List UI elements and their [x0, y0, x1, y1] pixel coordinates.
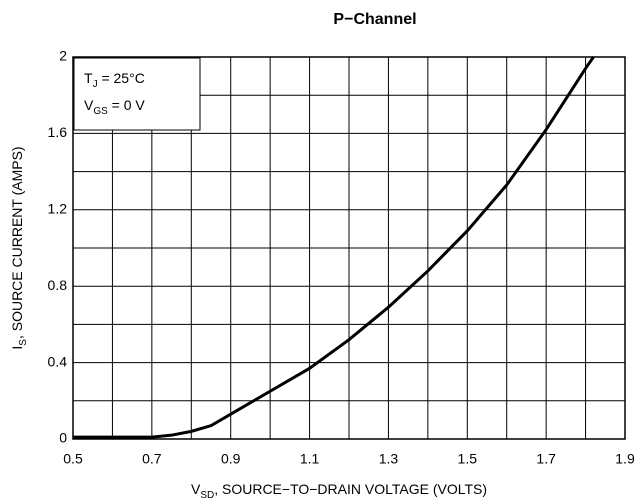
- annotation-part: = 0 V: [108, 97, 146, 113]
- y-tick-label: 0.4: [48, 353, 68, 369]
- x-tick-label: 1.1: [300, 451, 320, 467]
- annotation: TJ = 25°C: [84, 70, 145, 90]
- annotation-part: GS: [93, 106, 108, 117]
- plot-frame: [72, 56, 626, 440]
- annotation-part: V: [84, 97, 94, 113]
- x-axis-label-part: SD: [200, 490, 214, 501]
- y-axis-label: IS, SOURCE CURRENT (AMPS): [9, 146, 29, 349]
- x-axis-label-part: , SOURCE−TO−DRAIN VOLTAGE (VOLTS): [214, 481, 487, 497]
- x-axis-label-part: V: [191, 481, 201, 497]
- annotation-box: [73, 57, 201, 131]
- y-axis-label-part: S: [18, 339, 29, 346]
- y-axis-label-part: I: [9, 346, 25, 350]
- y-tick-label: 1.6: [48, 124, 68, 140]
- chart-title: P−Channel: [333, 11, 416, 28]
- x-tick-label: 1.9: [615, 451, 634, 467]
- annotation-part: T: [84, 70, 93, 86]
- x-tick-label: 1.7: [536, 451, 556, 467]
- x-tick-label: 1.5: [458, 451, 478, 467]
- y-tick-label: 0.8: [48, 277, 68, 293]
- y-tick-label: 1.2: [48, 201, 68, 217]
- annotation-part: J: [93, 79, 98, 90]
- x-tick-label: 0.5: [63, 451, 83, 467]
- annotation-part: = 25°C: [98, 70, 145, 86]
- x-tick-label: 0.7: [142, 451, 162, 467]
- x-tick-label: 1.3: [379, 451, 399, 467]
- x-tick-label: 0.9: [221, 451, 241, 467]
- annotation: VGS = 0 V: [84, 97, 145, 117]
- y-axis-label-part: , SOURCE CURRENT (AMPS): [9, 146, 25, 339]
- x-axis-label: VSD, SOURCE−TO−DRAIN VOLTAGE (VOLTS): [191, 481, 487, 501]
- curve: [73, 56, 595, 439]
- y-tick-label: 0: [59, 430, 67, 446]
- y-tick-label: 2: [59, 48, 67, 64]
